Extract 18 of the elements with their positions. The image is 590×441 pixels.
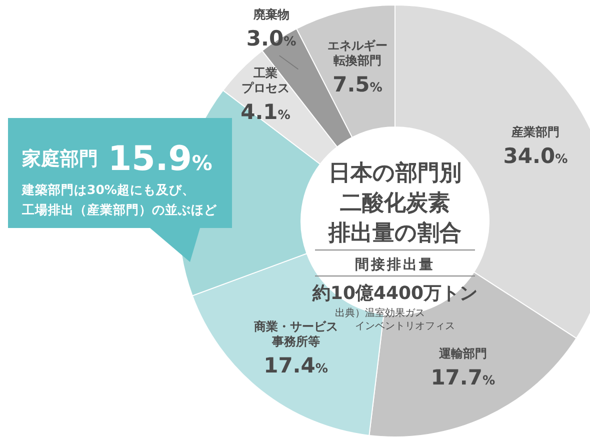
slice-label: 商業・サービス事務所等 — [252, 320, 338, 349]
text: 建築部門は30%超にも及び、工場排出（産業部門）の並ぶほど — [22, 182, 217, 217]
data-label: 15.9% — [108, 139, 212, 179]
data-label: 17.7% — [430, 365, 496, 390]
slice-label: 家庭部門 — [21, 148, 98, 170]
text: 間接排出量 — [355, 256, 435, 273]
slice-label: 廃棄物 — [252, 8, 290, 22]
slice-label: 産業部門 — [510, 125, 560, 140]
text: 日本の部門別二酸化炭素排出量の割合 — [328, 160, 462, 246]
data-label: 17.4% — [264, 354, 328, 378]
data-label: 7.5% — [332, 72, 383, 96]
slice-label: エネルギー転換部門 — [328, 38, 388, 68]
data-label: 3.0% — [246, 26, 297, 51]
text: 約10億4400万トン — [311, 283, 478, 304]
slice-label: 運輸部門 — [438, 346, 487, 360]
data-label: 34.0% — [503, 144, 568, 168]
data-label: 4.1% — [240, 100, 291, 124]
slice-label: 工業プロセス — [241, 66, 290, 96]
